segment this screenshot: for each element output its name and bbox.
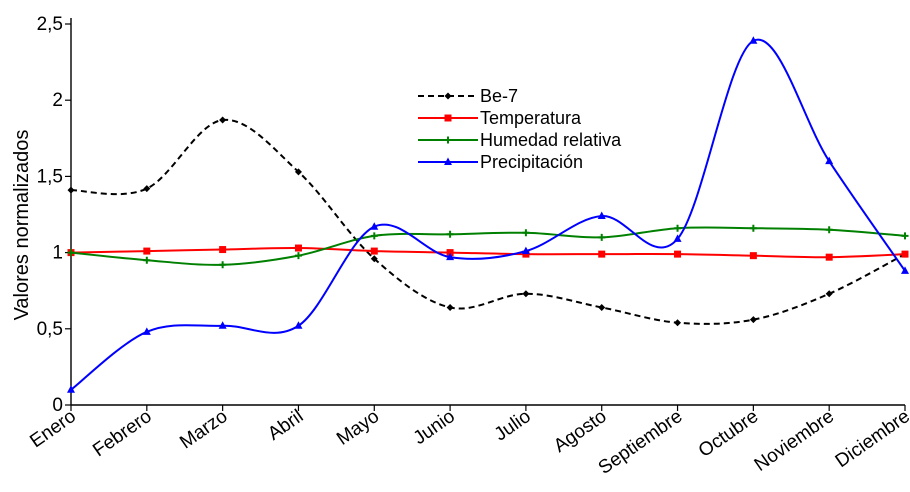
data-point <box>67 249 75 257</box>
data-point <box>370 255 378 263</box>
data-point <box>219 246 227 254</box>
data-point <box>67 385 75 393</box>
x-tick-label: Octubre <box>695 406 762 462</box>
data-point <box>522 229 530 237</box>
data-point <box>749 252 757 260</box>
data-point <box>825 226 833 234</box>
series-line <box>70 226 906 266</box>
legend-marker <box>444 157 452 165</box>
data-point <box>749 316 757 324</box>
legend-marker <box>444 136 452 144</box>
data-point <box>674 224 682 232</box>
data-point <box>825 290 833 298</box>
x-tick-label: Febrero <box>89 406 156 461</box>
x-tick-label: Mayo <box>333 406 383 450</box>
series-line <box>70 119 906 325</box>
data-point <box>674 250 682 258</box>
legend-marker <box>444 92 452 100</box>
series-be-7 <box>67 116 909 327</box>
data-point <box>370 222 379 230</box>
y-tick-label: 0 <box>52 395 63 416</box>
x-tick-label: Diciembre <box>832 406 910 472</box>
x-tick-label: Septiembre <box>595 406 687 479</box>
y-tick-label: 2 <box>52 90 63 111</box>
y-tick-label: 0,5 <box>37 319 63 340</box>
legend-marker <box>444 114 452 122</box>
x-tick-label: Noviembre <box>751 406 838 476</box>
data-point <box>521 246 530 255</box>
data-point <box>294 321 303 329</box>
legend-label: Precipitación <box>480 152 583 172</box>
data-point <box>901 250 909 258</box>
data-point <box>446 230 454 238</box>
legend-entry: Humedad relativa <box>418 130 622 150</box>
data-point <box>673 234 682 242</box>
data-point <box>522 290 530 298</box>
series-layer <box>67 36 909 393</box>
data-point <box>143 185 151 193</box>
y-tick-label: 1 <box>52 243 63 264</box>
legend-label: Humedad relativa <box>480 130 622 150</box>
legend-label: Be-7 <box>480 86 518 106</box>
data-point <box>749 224 757 232</box>
data-point <box>142 327 151 335</box>
data-point <box>674 319 682 327</box>
data-point <box>598 233 606 241</box>
x-tick-label: Agosto <box>550 406 611 457</box>
y-axis-title: Valores normalizados <box>11 130 33 321</box>
data-point <box>446 303 454 311</box>
data-point <box>294 244 302 252</box>
y-tick-label: 2,5 <box>37 14 63 35</box>
data-point <box>294 168 302 176</box>
data-point <box>143 247 151 255</box>
legend-entry: Temperatura <box>418 108 582 128</box>
data-point <box>446 249 454 257</box>
legend-entry: Be-7 <box>418 86 518 106</box>
data-point <box>67 186 75 194</box>
data-point <box>598 250 606 258</box>
data-point <box>218 321 227 329</box>
x-tick-label: Julio <box>491 406 535 446</box>
x-tick-label: Abril <box>264 406 307 445</box>
series-precipitaci-n <box>67 36 909 393</box>
data-point <box>825 253 833 261</box>
data-point <box>522 250 530 258</box>
data-point <box>219 116 227 124</box>
data-point <box>901 232 909 240</box>
data-point <box>598 303 606 311</box>
data-point <box>370 247 378 255</box>
data-point <box>446 252 455 261</box>
data-point <box>219 261 227 269</box>
x-tick-label: Junio <box>410 406 459 449</box>
legend-label: Temperatura <box>480 108 582 128</box>
series-humedad-relativa <box>67 224 909 269</box>
y-tick-label: 1,5 <box>37 166 63 187</box>
data-point <box>370 232 378 240</box>
data-point <box>749 36 758 44</box>
x-tick-label: Marzo <box>176 406 231 453</box>
data-point <box>825 156 834 165</box>
data-point <box>901 266 909 274</box>
data-point <box>597 211 606 220</box>
legend-entry: Precipitación <box>418 152 583 172</box>
data-point <box>294 252 302 260</box>
data-point <box>143 256 151 264</box>
series-line <box>70 246 906 259</box>
